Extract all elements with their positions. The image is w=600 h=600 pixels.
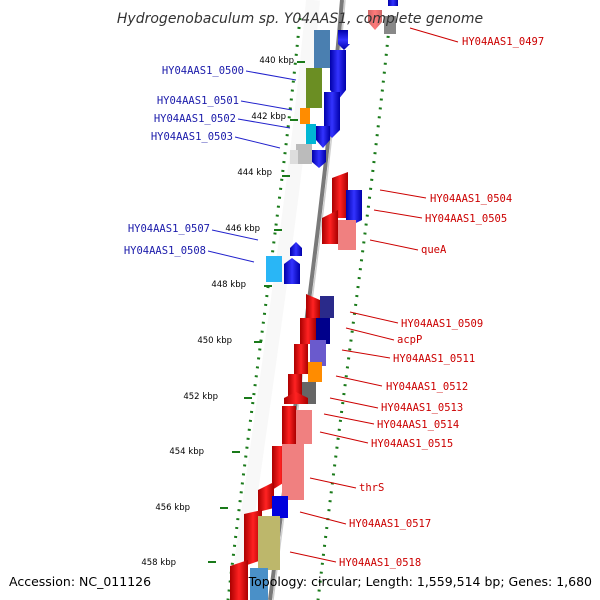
gene-label-right[interactable]: HY04AAS1_0512 [386,381,468,393]
outer-ring-left [226,17,302,600]
gene-0518-color-block[interactable] [258,516,280,570]
gene-acpP-arrow[interactable] [300,318,316,344]
accession-text: Accession: NC_011126 [9,574,151,589]
feature-track [229,0,320,600]
outer-ring-right [316,17,392,600]
gene-cluster-upper[interactable] [290,30,350,168]
gene-label-right[interactable]: HY04AAS1_0504 [430,193,512,205]
scale-tick-label: 454 kbp [169,447,204,457]
gene-0515-arrow[interactable] [282,406,296,446]
gene-label-right[interactable]: HY04AAS1_0518 [339,557,421,569]
right-leader-lines [289,27,459,563]
gene-label-left[interactable]: HY04AAS1_0502 [154,113,236,125]
gene-0517-color-block[interactable] [272,496,288,518]
gene-cluster-middle[interactable] [282,294,334,446]
gene-label-right[interactable]: HY04AAS1_0509 [401,318,483,330]
gene-0504-arrow[interactable] [332,172,348,218]
scale-tick-label: 442 kbp [251,112,286,122]
scale-tick-marks [208,61,305,563]
scale-tick-label: 444 kbp [237,168,272,178]
gene-label-right[interactable]: acpP [397,334,422,346]
gene-0497-region[interactable] [368,0,398,34]
scale-tick-label: 446 kbp [225,224,260,234]
gene-queA-arrow[interactable] [322,210,338,244]
gene-label-right[interactable]: HY04AAS1_0505 [425,213,507,225]
topology-text: Topology: circular; Length: 1,559,514 bp… [248,574,592,589]
gene-cluster-0507[interactable] [266,242,302,284]
gene-label-left[interactable]: HY04AAS1_0507 [128,223,210,235]
gene-0502-color-block[interactable] [300,108,310,124]
gene-blue-arrow-2[interactable] [330,50,346,100]
scale-tick-label: 448 kbp [211,280,246,290]
gene-0501-color-block[interactable] [306,68,322,108]
gene-0514-arrow[interactable] [284,392,308,404]
gene-blue-arrow-5[interactable] [312,150,326,168]
gene-cluster-queA[interactable] [322,172,362,250]
gene-0507-arrow[interactable] [290,242,302,256]
scale-tick-label: 458 kbp [141,558,176,568]
gene-label-right[interactable]: HY04AAS1_0514 [377,419,459,431]
scale-tick-label: 440 kbp [259,56,294,66]
gene-0511-arrow[interactable] [294,344,308,374]
scale-tick-label: 452 kbp [183,392,218,402]
gene-blue-arrow-1[interactable] [338,30,350,50]
gene-label-left[interactable]: HY04AAS1_0508 [124,245,206,257]
gene-cluster-lower[interactable] [230,444,304,600]
gene-0505-arrow[interactable] [346,190,362,224]
gene-0503-color-block[interactable] [296,144,312,164]
gene-label-right[interactable]: HY04AAS1_0515 [371,438,453,450]
gene-label-right[interactable]: HY04AAS1_0513 [381,402,463,414]
gene-label-right[interactable]: HY04AAS1_0497 [462,36,544,48]
gene-label-right[interactable]: HY04AAS1_0511 [393,353,475,365]
gene-label-right[interactable]: HY04AAS1_0517 [349,518,431,530]
gene-0509-arrow[interactable] [306,294,320,318]
left-leader-lines [207,70,297,263]
gene-label-left[interactable]: HY04AAS1_0503 [151,131,233,143]
gene-blue-arrow-4[interactable] [316,126,330,148]
scale-tick-label: 450 kbp [197,336,232,346]
genome-title: Hydrogenobaculum sp. Y04AAS1, complete g… [117,11,483,27]
scale-tick-label: 456 kbp [155,503,190,513]
gene-label-left[interactable]: HY04AAS1_0500 [162,65,244,77]
gene-0512-color-block[interactable] [308,362,322,382]
gene-0500-color-block[interactable] [314,30,330,68]
gene-0508-arrow[interactable] [284,258,300,284]
gene-label-left[interactable]: HY04AAS1_0501 [157,95,239,107]
gene-label-right[interactable]: queA [421,244,447,256]
gene-label-right[interactable]: thrS [359,482,384,494]
